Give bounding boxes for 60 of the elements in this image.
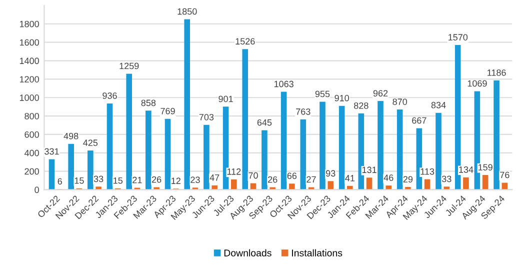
data-label: 703 — [199, 114, 214, 120]
data-label: 834 — [431, 102, 446, 108]
y-tick-label: 1800 — [20, 20, 39, 28]
y-tick-label: 1000 — [20, 94, 39, 101]
data-label: 15 — [114, 177, 123, 184]
data-label: 47 — [210, 174, 220, 181]
data-label: 667 — [412, 117, 426, 124]
data-label: 46 — [384, 174, 394, 181]
data-label: 498 — [64, 132, 78, 140]
data-label: 26 — [268, 176, 278, 183]
data-label: 1850 — [178, 8, 197, 15]
data-label: 1259 — [120, 62, 139, 70]
data-label: 858 — [141, 100, 156, 106]
y-tick-label: 800 — [24, 112, 39, 120]
data-label: 15 — [74, 177, 84, 184]
data-label: 26 — [152, 176, 162, 183]
data-label: 901 — [218, 96, 233, 102]
data-label: 21 — [132, 176, 142, 184]
data-label: 870 — [392, 98, 408, 105]
y-tick-label: 200 — [24, 168, 39, 175]
y-tick-label: 1400 — [20, 58, 39, 64]
data-label: 12 — [172, 178, 180, 184]
data-label: 1526 — [236, 38, 255, 45]
data-label: 70 — [248, 172, 258, 179]
legend-label: Installations — [292, 249, 342, 256]
data-label: 134 — [459, 166, 474, 173]
data-label: 1186 — [488, 69, 506, 76]
data-label: 955 — [315, 90, 330, 98]
data-label: 6 — [58, 178, 62, 185]
data-label: 645 — [257, 119, 272, 126]
data-label: 29 — [403, 176, 413, 182]
data-label: 159 — [478, 164, 492, 170]
legend-label: Downloads — [224, 249, 272, 256]
data-label: 131 — [362, 166, 376, 174]
data-label: 962 — [373, 90, 388, 96]
data-label: 1063 — [274, 80, 294, 88]
data-label: 425 — [83, 140, 98, 146]
data-label: 41 — [345, 175, 355, 182]
y-tick-label: 400 — [24, 150, 39, 156]
data-label: 33 — [94, 176, 104, 182]
data-label: 936 — [102, 92, 117, 99]
data-label: 23 — [190, 176, 200, 184]
data-label: 27 — [306, 176, 316, 183]
data-label: 1570 — [448, 34, 468, 40]
data-label: 828 — [354, 102, 368, 109]
y-tick-label: 0 — [34, 186, 39, 194]
data-label: 1069 — [468, 80, 487, 87]
data-label: 769 — [160, 108, 175, 114]
data-label: 331 — [44, 148, 59, 155]
y-tick-label: 1200 — [20, 76, 39, 82]
y-tick-label: 600 — [24, 131, 39, 138]
data-label: 76 — [500, 172, 510, 178]
data-label: 93 — [326, 170, 336, 177]
data-label: 763 — [296, 108, 310, 115]
data-label: 113 — [420, 168, 434, 175]
data-label: 112 — [227, 168, 241, 175]
y-tick-label: 1600 — [20, 39, 39, 46]
data-label: 33 — [442, 176, 452, 182]
data-label: 66 — [287, 172, 297, 180]
data-label: 910 — [334, 94, 350, 102]
